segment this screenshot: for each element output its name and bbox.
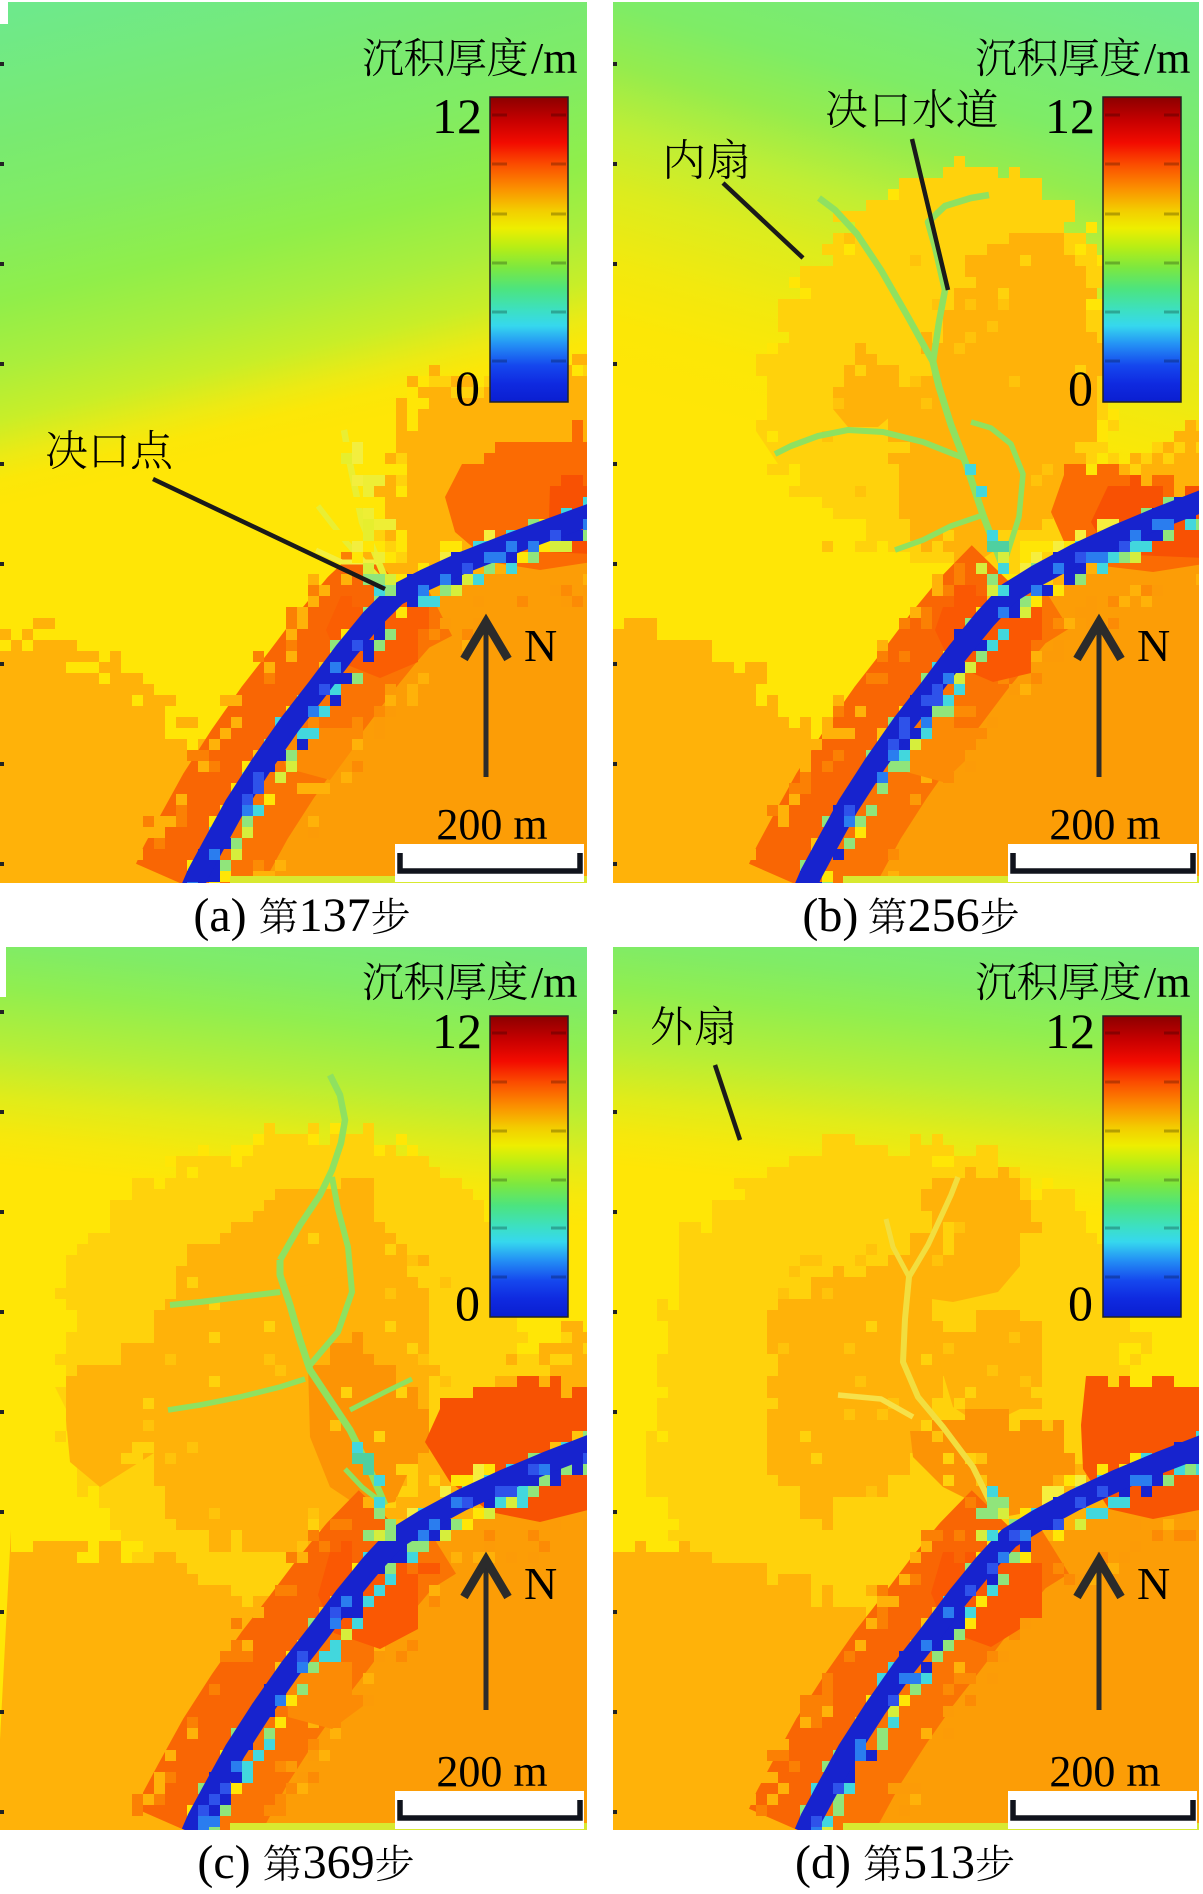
svg-text:(c): (c) [197, 1836, 250, 1889]
svg-text:12: 12 [432, 1003, 482, 1059]
svg-text:200 m: 200 m [436, 1747, 547, 1796]
svg-text:/m: /m [531, 34, 577, 83]
svg-text:12: 12 [432, 88, 482, 144]
svg-text:256: 256 [908, 889, 980, 942]
svg-text:513: 513 [903, 1836, 975, 1889]
svg-text:0: 0 [455, 360, 480, 416]
svg-text:0: 0 [1068, 1275, 1093, 1331]
svg-text:N: N [524, 1558, 557, 1609]
svg-text:137: 137 [299, 889, 371, 942]
svg-text:12: 12 [1045, 88, 1095, 144]
svg-text:/m: /m [531, 958, 577, 1007]
svg-text:N: N [1137, 620, 1170, 671]
svg-text:0: 0 [1068, 360, 1093, 416]
svg-text:12: 12 [1045, 1003, 1095, 1059]
svg-text:/m: /m [1144, 34, 1190, 83]
svg-text:0: 0 [455, 1275, 480, 1331]
svg-text:200 m: 200 m [436, 800, 547, 849]
svg-text:200 m: 200 m [1049, 1747, 1160, 1796]
svg-text:(b): (b) [802, 889, 858, 942]
svg-text:200 m: 200 m [1049, 800, 1160, 849]
svg-text:N: N [1137, 1558, 1170, 1609]
svg-text:(d): (d) [795, 1836, 851, 1889]
svg-text:N: N [524, 620, 557, 671]
svg-text:(a): (a) [193, 889, 246, 942]
svg-text:/m: /m [1144, 958, 1190, 1007]
svg-text:369: 369 [303, 1836, 375, 1889]
